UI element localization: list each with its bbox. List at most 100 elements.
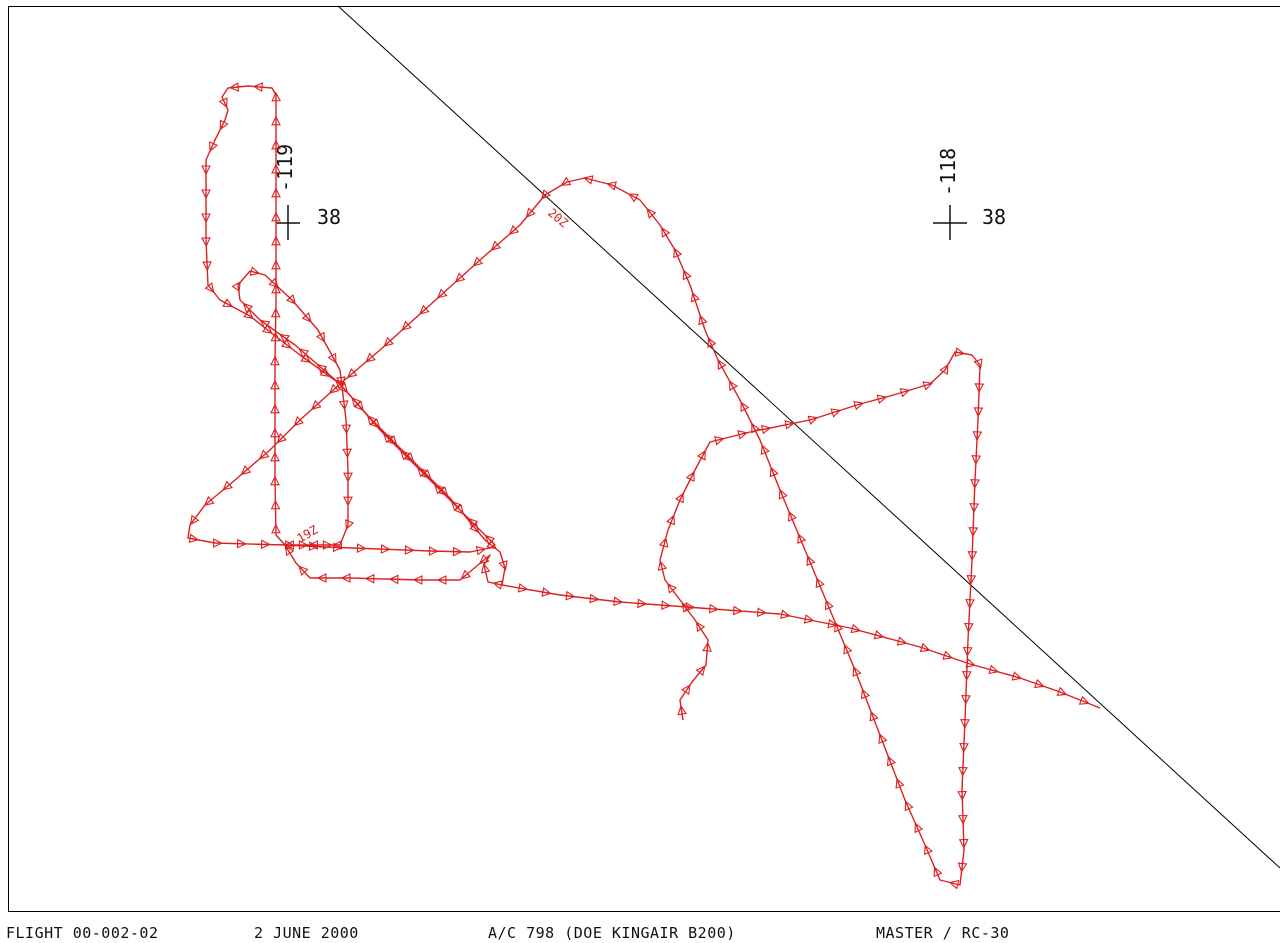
direction-marker <box>1011 671 1023 681</box>
direction-marker <box>315 331 325 343</box>
flight-id-label: FLIGHT 00-002-02 <box>6 924 159 942</box>
direction-marker <box>827 618 838 629</box>
direction-marker <box>279 333 291 344</box>
direction-marker <box>298 540 309 550</box>
direction-marker <box>486 539 497 550</box>
direction-marker <box>834 621 844 633</box>
instrument-label: MASTER / RC-30 <box>876 924 1010 942</box>
plot-frame <box>8 6 1280 912</box>
direction-marker <box>957 862 968 873</box>
direction-marker <box>954 347 966 357</box>
direction-marker <box>343 496 353 507</box>
direction-marker <box>565 590 576 601</box>
direction-marker <box>751 422 761 434</box>
direction-marker <box>388 574 399 585</box>
direction-marker <box>971 455 982 466</box>
direction-marker <box>203 495 215 506</box>
direction-marker <box>311 399 322 410</box>
direction-marker <box>965 658 977 668</box>
direction-marker <box>300 353 312 363</box>
direction-marker <box>962 646 973 657</box>
direction-marker <box>202 261 212 272</box>
direction-marker <box>301 312 312 323</box>
direction-marker <box>661 600 672 611</box>
direction-marker <box>450 500 462 512</box>
direction-marker <box>560 176 572 186</box>
direction-marker <box>401 320 412 331</box>
direction-marker <box>337 382 349 394</box>
time-mark-20z: 20Z <box>545 206 571 231</box>
direction-marker <box>850 623 862 634</box>
direction-marker <box>270 499 281 510</box>
direction-marker <box>308 540 318 550</box>
direction-marker <box>204 282 215 293</box>
direction-marker <box>853 400 865 411</box>
direction-marker <box>541 189 552 200</box>
direction-marker <box>243 309 254 320</box>
direction-marker <box>271 259 281 270</box>
direction-marker <box>830 408 842 418</box>
track-direction-markers <box>188 82 1090 890</box>
direction-marker <box>988 664 1000 675</box>
direction-marker <box>637 598 648 609</box>
direction-marker <box>966 575 977 586</box>
direction-marker <box>308 541 319 552</box>
direction-marker <box>904 800 914 812</box>
direction-marker <box>284 540 294 550</box>
direction-marker <box>271 91 282 102</box>
direction-marker <box>657 560 668 571</box>
direction-marker <box>228 82 240 92</box>
direction-marker <box>896 636 908 646</box>
direction-marker <box>343 472 353 483</box>
direction-marker <box>472 256 484 267</box>
direction-marker <box>1078 695 1090 705</box>
direction-marker <box>969 503 980 514</box>
direction-marker <box>271 115 281 126</box>
direction-marker <box>436 288 448 299</box>
direction-marker <box>942 650 954 660</box>
direction-marker <box>416 466 428 478</box>
direction-marker <box>582 175 594 185</box>
direction-marker <box>201 237 211 248</box>
direction-marker <box>341 424 352 435</box>
time-mark-19z: 19Z <box>295 523 321 546</box>
direction-marker <box>454 272 466 283</box>
direction-marker <box>787 510 797 522</box>
direction-marker <box>270 475 280 486</box>
direction-marker <box>475 545 487 556</box>
direction-marker <box>469 522 480 534</box>
direction-marker <box>467 517 479 529</box>
direction-marker <box>201 189 211 200</box>
direction-marker <box>285 545 295 557</box>
direction-marker <box>878 733 888 745</box>
direction-marker <box>698 314 708 326</box>
direction-marker <box>973 407 984 418</box>
direction-marker <box>387 435 398 446</box>
direction-marker <box>260 539 271 550</box>
direction-marker <box>797 533 807 544</box>
direction-marker <box>262 324 273 334</box>
direction-marker <box>338 400 349 411</box>
direction-marker <box>843 643 853 655</box>
direction-marker <box>270 427 280 438</box>
direction-marker <box>886 755 896 767</box>
direction-marker <box>948 879 960 890</box>
direction-marker <box>366 415 378 426</box>
direction-marker <box>658 537 669 548</box>
direction-marker <box>674 492 684 504</box>
direction-marker <box>803 614 815 624</box>
lat-label-118: 38 <box>982 205 1006 229</box>
direction-marker <box>436 575 447 585</box>
direction-marker <box>807 415 819 425</box>
direction-marker <box>438 486 449 497</box>
direction-marker <box>815 577 825 589</box>
direction-marker <box>695 621 706 633</box>
direction-marker <box>661 226 671 238</box>
direction-marker <box>332 540 342 550</box>
direction-marker <box>965 599 975 610</box>
direction-marker <box>285 294 297 305</box>
direction-marker <box>961 694 971 705</box>
direction-marker <box>498 560 508 571</box>
direction-marker <box>271 187 281 198</box>
direction-marker <box>452 546 463 557</box>
